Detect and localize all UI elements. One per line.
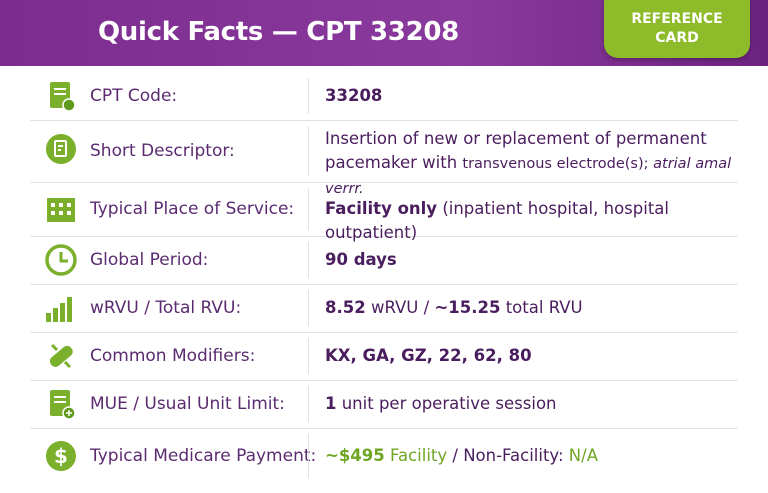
row: wRVU / Total RVU: 8.52 wRVU / ~15.25 tot… [30,284,738,333]
label: Typical Place of Service: [90,199,295,219]
label: CPT Code: [90,86,178,106]
value: Facility only (inpatient hospital, hospi… [325,197,738,245]
icon: $ [46,441,76,471]
value-part: N/A [568,446,598,465]
label: MUE / Usual Unit Limit: [90,394,285,414]
value: KX, GA, GZ, 22, 62, 80 [325,344,738,368]
value-part: (inpatient hospital, hospital outpatient… [325,199,669,242]
icon [45,244,77,276]
value: 1 unit per operative session [325,392,738,416]
value-part: 8.52 [325,298,366,317]
value-part: unit per operative session [336,394,557,413]
row: $ Typical Medicare Payment: ~$495 Facili… [30,428,738,484]
badge-line: CARD [655,30,699,46]
svg-text:$: $ [54,444,68,468]
icon [49,343,73,369]
label: wRVU / Total RVU: [90,298,242,318]
value-part: / Non-Facility: [447,446,569,465]
row: Common Modifiers: KX, GA, GZ, 22, 62, 80 [30,332,738,381]
value: 8.52 wRVU / ~15.25 total RVU [325,296,738,320]
value-part: KX, GA, GZ, 22, 62, 80 [325,346,532,365]
value: Insertion of new or replacement of perma… [325,127,738,201]
label: Global Period: [90,250,209,270]
value-part: Insertion of new or replacement of perma… [325,129,707,148]
value-part: ~15.25 [434,298,501,317]
value-part: transvenous electrode(s); [462,156,654,172]
row: Short Descriptor: Insertion of new or re… [30,120,738,197]
value: 33208 [325,84,738,108]
icon [50,390,76,420]
row: Typical Place of Service: Facility only … [30,182,738,242]
label: Short Descriptor: [90,141,235,161]
value-part: Facility [384,446,448,465]
icon [46,134,76,164]
value: 90 days [325,248,738,272]
value-part: 90 days [325,250,397,269]
value-part: Facility only [325,199,438,218]
row: MUE / Usual Unit Limit: 1 unit per opera… [30,380,738,429]
label: Common Modifiers: [90,346,256,366]
badge: REFERENCE CARD [604,0,750,58]
value-part: total RVU [500,298,583,317]
badge-line: REFERENCE [631,11,723,27]
icon [46,297,72,322]
value-part: wRVU / [365,298,435,317]
icon [50,82,76,112]
label: Typical Medicare Payment: [90,446,317,466]
card: CPT Code: 33208 Short Descriptor: Insert… [0,66,768,493]
value-part: pacemaker with [325,153,463,172]
title: Quick Facts — CPT 33208 [98,17,459,47]
value-part: ~$495 [325,446,385,465]
value: ~$495 Facility / Non-Facility: N/A [325,444,738,468]
row: Global Period: 90 days [30,236,738,285]
value-part: atrial amal verrr. [325,156,732,197]
row: CPT Code: 33208 [30,72,738,121]
value-part: 1 [325,394,337,413]
icon [47,198,75,222]
value-part: 33208 [325,86,383,105]
